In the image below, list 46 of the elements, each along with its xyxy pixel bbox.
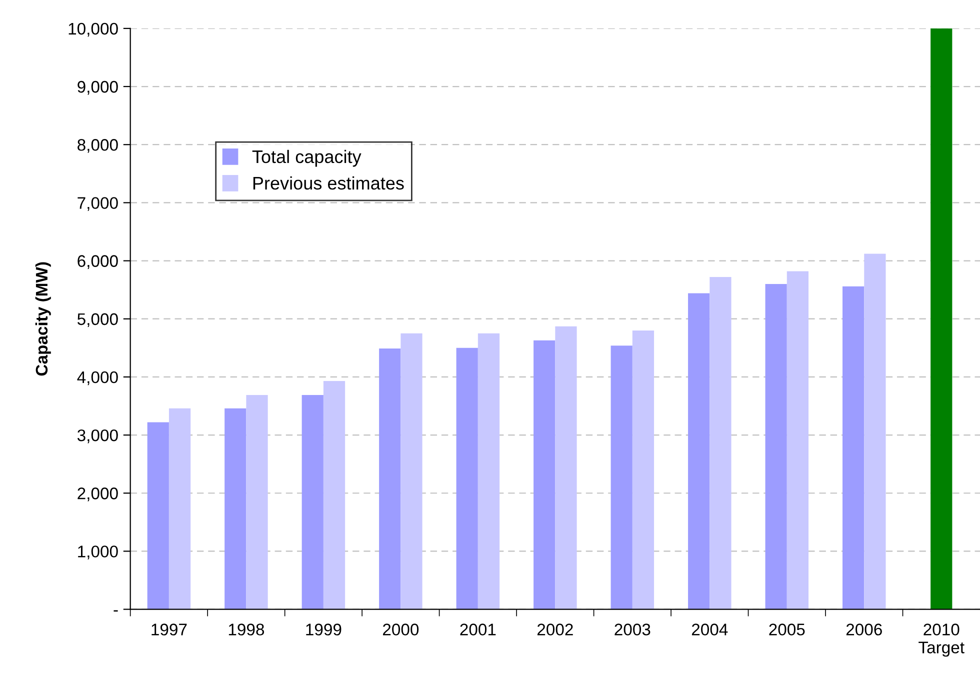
bar <box>379 348 401 610</box>
bar <box>930 28 952 610</box>
bar <box>710 277 732 610</box>
y-tick-label: 10,000 <box>68 22 118 37</box>
x-tick-label: 1999 <box>306 624 342 636</box>
y-tick-label: 4,000 <box>77 371 118 386</box>
legend-label: Previous estimates <box>253 176 404 190</box>
x-tick-label: 2000 <box>382 624 419 636</box>
y-tick-label: 6,000 <box>78 255 118 269</box>
bar <box>555 326 577 610</box>
y-tick-label: 5,000 <box>78 313 118 328</box>
x-tick-label: 2003 <box>614 624 650 636</box>
bar <box>632 330 654 610</box>
bar <box>400 333 422 610</box>
x-tick-label: 2006 <box>846 624 882 636</box>
bar <box>246 394 268 610</box>
bar <box>147 422 169 610</box>
bar <box>688 293 710 610</box>
bar <box>864 254 886 610</box>
y-tick-label: 3,000 <box>77 429 118 444</box>
bar <box>456 348 478 610</box>
y-tick-label: 1,000 <box>78 546 118 560</box>
y-tick-label: 7,000 <box>78 197 118 211</box>
x-tick-label: 2002 <box>537 624 573 636</box>
x-tick-label: 2001 <box>460 624 496 636</box>
bar <box>168 408 191 610</box>
bar <box>765 284 787 610</box>
bar <box>323 381 346 610</box>
bar <box>842 286 864 610</box>
bar <box>478 333 500 610</box>
bar <box>224 408 246 610</box>
y-tick-label: 9,000 <box>78 80 118 95</box>
bar <box>786 271 809 610</box>
x-tick-label: 1998 <box>228 624 264 636</box>
y-tick-label: - <box>114 610 118 612</box>
x-tick-label: 2004 <box>692 624 728 636</box>
bar <box>610 346 632 610</box>
bar <box>302 394 324 610</box>
legend-label: Total capacity <box>252 150 362 167</box>
x-tick-label: 1997 <box>152 624 187 636</box>
y-axis-title: Capacity (MW) <box>35 262 51 376</box>
x-tick-label: 2010 Target <box>918 624 964 657</box>
x-tick-label: 2005 <box>769 624 805 636</box>
y-tick-label: 2,000 <box>78 488 118 502</box>
bar <box>534 340 556 610</box>
y-tick-label: 8,000 <box>78 139 118 153</box>
